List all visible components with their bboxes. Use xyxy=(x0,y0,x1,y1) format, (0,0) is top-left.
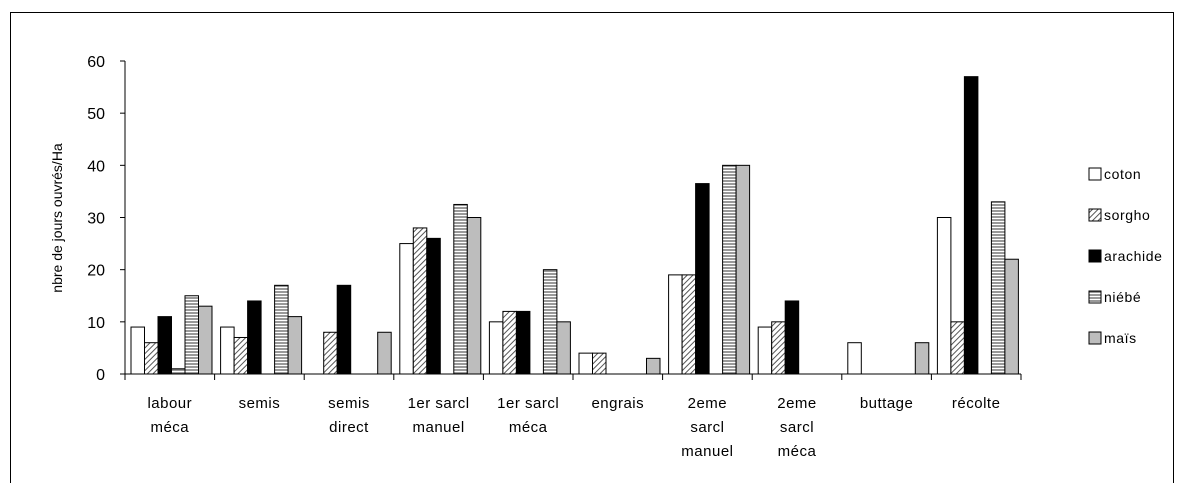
bar-sorgho xyxy=(950,321,965,375)
bar-maïs xyxy=(1004,258,1019,375)
bar-arachide xyxy=(963,76,979,375)
chart-frame xyxy=(10,12,1174,483)
x-category-label: sarcl xyxy=(690,419,724,436)
legend-label: maïs xyxy=(1104,330,1137,346)
bar-arachide xyxy=(157,316,172,375)
legend-swatch xyxy=(1088,208,1102,222)
bar-sorgho xyxy=(771,321,786,375)
bar-sorgho xyxy=(412,227,428,375)
bar-niébé xyxy=(184,295,199,375)
legend-label: arachide xyxy=(1104,248,1163,264)
x-category-label: semis xyxy=(328,395,370,412)
x-category-label: méca xyxy=(150,419,189,436)
x-category-label: 1er sarcl xyxy=(497,395,559,412)
x-category-label: semis xyxy=(239,395,281,412)
bar-sorgho xyxy=(323,331,338,375)
bar-arachide xyxy=(515,310,531,375)
y-tick-label: 30 xyxy=(87,211,105,228)
legend-label: niébé xyxy=(1104,289,1141,305)
bar-maïs xyxy=(466,217,482,375)
legend: coton sorgho arachide niébé maïs xyxy=(1088,166,1163,346)
bar-sorgho xyxy=(502,310,517,375)
x-category-label: 1er sarcl xyxy=(408,395,470,412)
x-category-label: manuel xyxy=(681,443,733,460)
bar-coton xyxy=(668,274,683,375)
x-category-label: labour xyxy=(147,395,192,412)
x-category-label: engrais xyxy=(591,395,644,412)
bar-niébé xyxy=(542,269,558,375)
x-category-label: méca xyxy=(509,419,548,436)
y-tick-label: 50 xyxy=(87,106,105,123)
bar-niébé xyxy=(453,203,468,375)
bar-coton xyxy=(488,321,504,375)
legend-label: coton xyxy=(1104,166,1141,182)
bar-sorgho xyxy=(144,342,159,375)
x-category-label: sarcl xyxy=(780,419,814,436)
y-tick-label: 20 xyxy=(87,263,105,280)
bar-maïs xyxy=(287,316,303,375)
bar-maïs xyxy=(556,321,571,375)
bar-coton xyxy=(936,217,952,375)
axes: 0 10 20 30 40 50 60 labour méca semis semis direct 1… xyxy=(87,54,1022,460)
bar-coton xyxy=(847,342,862,375)
bar-maïs xyxy=(646,357,661,375)
x-category-label: récolte xyxy=(952,395,1001,412)
bar-niébé xyxy=(990,201,1006,375)
bar-arachide xyxy=(426,237,441,375)
bar-maïs xyxy=(377,331,392,375)
bar-niébé xyxy=(722,164,737,375)
legend-swatch xyxy=(1088,331,1102,345)
y-tick-label: 40 xyxy=(87,158,105,175)
legend-swatch xyxy=(1088,167,1102,181)
bar-niébé xyxy=(171,368,186,375)
x-category-label: 2eme xyxy=(688,395,728,412)
bar-arachide xyxy=(336,284,352,375)
bars xyxy=(130,76,1019,375)
bar-arachide xyxy=(247,300,262,375)
bar-maïs xyxy=(198,305,213,375)
bar-coton xyxy=(757,326,773,375)
y-tick-label: 0 xyxy=(96,367,105,384)
bar-sorgho xyxy=(233,336,249,375)
legend-swatch xyxy=(1088,290,1102,304)
legend-swatch xyxy=(1088,249,1102,263)
x-category-label: méca xyxy=(778,443,817,460)
bar-maïs xyxy=(735,164,751,375)
x-category-label: buttage xyxy=(860,395,914,412)
bar-coton xyxy=(399,243,414,375)
y-tick-label: 60 xyxy=(87,54,105,71)
bar-sorgho xyxy=(592,352,607,375)
x-category-label: direct xyxy=(329,419,369,436)
bar-sorgho xyxy=(681,274,697,375)
x-category-label: manuel xyxy=(412,419,464,436)
y-tick-label: 10 xyxy=(87,315,105,332)
bar-arachide xyxy=(784,300,800,375)
legend-label: sorgho xyxy=(1104,207,1150,223)
y-axis-title: nbre de jours ouvrés/Ha xyxy=(49,143,65,293)
bar-coton xyxy=(220,326,235,375)
bar-coton xyxy=(130,326,145,375)
bar-arachide xyxy=(695,183,710,375)
bar-maïs xyxy=(914,342,930,375)
bar-niébé xyxy=(274,284,289,375)
bar-coton xyxy=(578,352,593,375)
x-category-label: 2eme xyxy=(777,395,817,412)
